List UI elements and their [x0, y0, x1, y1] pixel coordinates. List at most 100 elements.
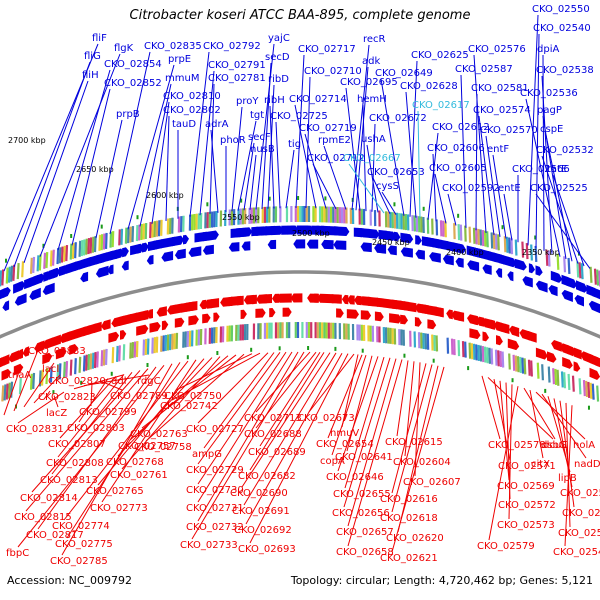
- top-gene-label: tatE: [547, 164, 567, 175]
- top-gene-label: CKO_02574: [473, 105, 531, 116]
- plus-strand-gene: [574, 294, 584, 307]
- bottom-leader-line: [346, 355, 373, 452]
- cog-strip-inner: [475, 344, 478, 361]
- cog-strip-inner: [74, 358, 77, 375]
- cog-strip-inner: [486, 347, 489, 364]
- cog-strip-inner: [85, 354, 88, 371]
- cog-strip-outer: [100, 234, 104, 251]
- minus-strand-gene: [69, 344, 78, 355]
- bottom-gene-label: CKO_02682: [238, 471, 296, 482]
- bottom-leader-line: [499, 380, 510, 481]
- cog-strip-outer: [98, 234, 102, 251]
- bottom-gene-label: CKO_02803: [67, 423, 125, 434]
- bottom-leader-line: [129, 355, 229, 441]
- bottom-leader-line: [344, 356, 385, 489]
- top-gene-label: prpE: [168, 54, 191, 65]
- rna-mark: [100, 224, 103, 229]
- plus-strand-gene: [271, 225, 284, 236]
- cog-strip-inner: [519, 356, 522, 373]
- top-gene-label: CKO_02536: [520, 88, 578, 99]
- rna-mark: [110, 371, 113, 376]
- plus-strand-gene: [174, 248, 186, 260]
- bottom-leader-line: [308, 353, 355, 413]
- plus-strand-gene: [482, 264, 492, 275]
- cog-strip-outer: [503, 236, 507, 253]
- cog-strip-inner: [104, 348, 108, 365]
- bottom-leader-line: [99, 380, 123, 391]
- rna-mark: [307, 346, 310, 350]
- top-gene-label: CKO_02532: [536, 145, 594, 156]
- rna-mark: [544, 388, 547, 393]
- bottom-leader-line: [25, 368, 149, 512]
- cog-strip-inner: [32, 372, 36, 389]
- top-gene-label: CKO_02810: [163, 91, 221, 102]
- cog-strip-outer: [521, 241, 525, 258]
- plus-strand-gene: [267, 239, 277, 250]
- bottom-gene-label: CKO_02615: [385, 437, 443, 448]
- minus-strand-gene: [471, 315, 479, 326]
- top-leader-line: [312, 163, 337, 210]
- cog-strip-outer: [486, 231, 489, 248]
- cog-strip-inner: [29, 373, 33, 390]
- cog-strip-inner: [497, 350, 500, 367]
- cog-strip-inner: [93, 352, 97, 369]
- top-leader-line: [535, 193, 591, 269]
- kbp-tick-label: 2650 kbp: [76, 165, 114, 174]
- cog-strip-outer: [525, 242, 529, 260]
- bottom-gene-label: CKO_02732: [186, 522, 244, 533]
- top-leader-line: [267, 84, 275, 209]
- plus-strand-gene: [561, 289, 573, 302]
- top-gene-label: CKO_02581: [471, 83, 529, 94]
- bottom-gene-label: tnaA: [8, 370, 31, 381]
- rna-mark: [240, 198, 243, 203]
- cog-strip-outer: [102, 233, 106, 250]
- rna-mark: [334, 346, 337, 351]
- plus-strand-gene: [338, 226, 350, 236]
- top-gene-label: recR: [363, 34, 386, 45]
- plus-strand-gene: [161, 251, 174, 262]
- cog-strip-inner: [494, 349, 498, 366]
- top-leader-line: [552, 174, 585, 267]
- top-leader-line: [541, 155, 579, 264]
- cog-strip-outer: [567, 257, 571, 274]
- bottom-gene-label: CKO_02578: [488, 440, 546, 451]
- cog-strip-inner: [512, 354, 516, 371]
- plus-strand-gene: [293, 239, 306, 249]
- minus-strand-gene: [535, 347, 548, 360]
- top-leader-line: [432, 153, 437, 222]
- bottom-gene-label: CKO_02820: [48, 376, 106, 387]
- cog-strip-inner: [49, 366, 53, 383]
- cog-strip-inner: [100, 350, 104, 367]
- cog-strip-inner: [554, 368, 558, 386]
- kbp-tick-label: 2600 kbp: [146, 191, 184, 200]
- rna-mark: [534, 235, 537, 240]
- cog-strip-inner: [3, 384, 7, 401]
- bottom-gene-label: holA: [573, 440, 595, 451]
- minus-strand-gene: [476, 316, 485, 327]
- plus-strand-gene: [207, 230, 219, 241]
- plus-strand-gene: [368, 228, 380, 239]
- bottom-gene-label: fbpC: [6, 548, 29, 559]
- plus-strand-gene: [588, 300, 600, 314]
- minus-strand-gene: [207, 298, 220, 309]
- top-leader-line: [139, 83, 172, 227]
- top-gene-label: cspE: [540, 124, 563, 135]
- bottom-gene-label: CKO_02641: [335, 452, 393, 463]
- rna-mark: [80, 380, 83, 385]
- cog-strip-outer: [49, 250, 53, 267]
- top-gene-label: CKO_02550: [532, 4, 590, 15]
- cog-strip-outer: [120, 228, 124, 245]
- minus-strand-gene: [488, 319, 496, 330]
- top-gene-label: CKO_02835: [144, 41, 202, 52]
- top-leader-line: [237, 120, 257, 211]
- cog-strip-outer: [89, 237, 93, 254]
- rna-mark: [432, 358, 435, 363]
- plus-strand-gene: [415, 249, 425, 260]
- minus-strand-gene: [90, 321, 102, 334]
- bottom-gene-label: CKO_02646: [326, 472, 384, 483]
- bottom-leader-line: [145, 353, 245, 442]
- top-leader-line: [294, 104, 317, 209]
- kbp-tick-label: 2550 kbp: [222, 213, 260, 222]
- minus-strand-gene: [528, 332, 537, 343]
- bottom-leader-line: [3, 368, 21, 416]
